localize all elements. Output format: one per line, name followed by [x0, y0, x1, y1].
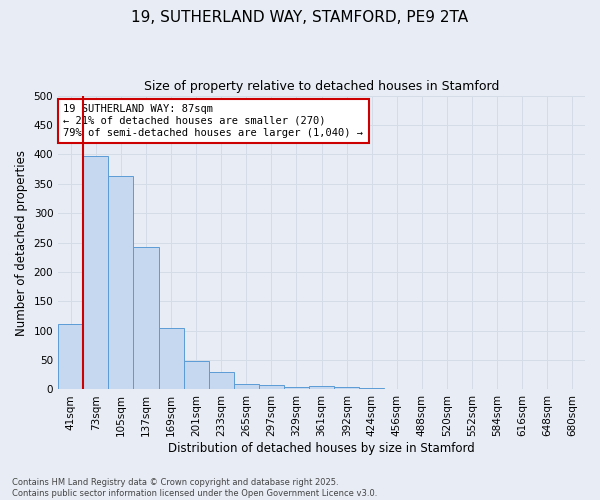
- Bar: [259, 386, 284, 390]
- Bar: [309, 386, 334, 390]
- Bar: [209, 372, 234, 390]
- Bar: [184, 360, 209, 390]
- Text: 19 SUTHERLAND WAY: 87sqm
← 21% of detached houses are smaller (270)
79% of semi-: 19 SUTHERLAND WAY: 87sqm ← 21% of detach…: [64, 104, 364, 138]
- Text: Contains HM Land Registry data © Crown copyright and database right 2025.
Contai: Contains HM Land Registry data © Crown c…: [12, 478, 377, 498]
- Title: Size of property relative to detached houses in Stamford: Size of property relative to detached ho…: [144, 80, 499, 93]
- Text: 19, SUTHERLAND WAY, STAMFORD, PE9 2TA: 19, SUTHERLAND WAY, STAMFORD, PE9 2TA: [131, 10, 469, 25]
- Bar: [58, 324, 83, 390]
- Bar: [560, 389, 585, 390]
- Bar: [133, 247, 158, 390]
- Bar: [83, 156, 109, 390]
- Bar: [434, 389, 460, 390]
- Bar: [109, 176, 133, 390]
- Bar: [409, 389, 434, 390]
- Bar: [385, 389, 409, 390]
- Bar: [359, 388, 385, 390]
- Bar: [158, 328, 184, 390]
- Bar: [234, 384, 259, 390]
- Y-axis label: Number of detached properties: Number of detached properties: [15, 150, 28, 336]
- X-axis label: Distribution of detached houses by size in Stamford: Distribution of detached houses by size …: [168, 442, 475, 455]
- Bar: [334, 386, 359, 390]
- Bar: [284, 386, 309, 390]
